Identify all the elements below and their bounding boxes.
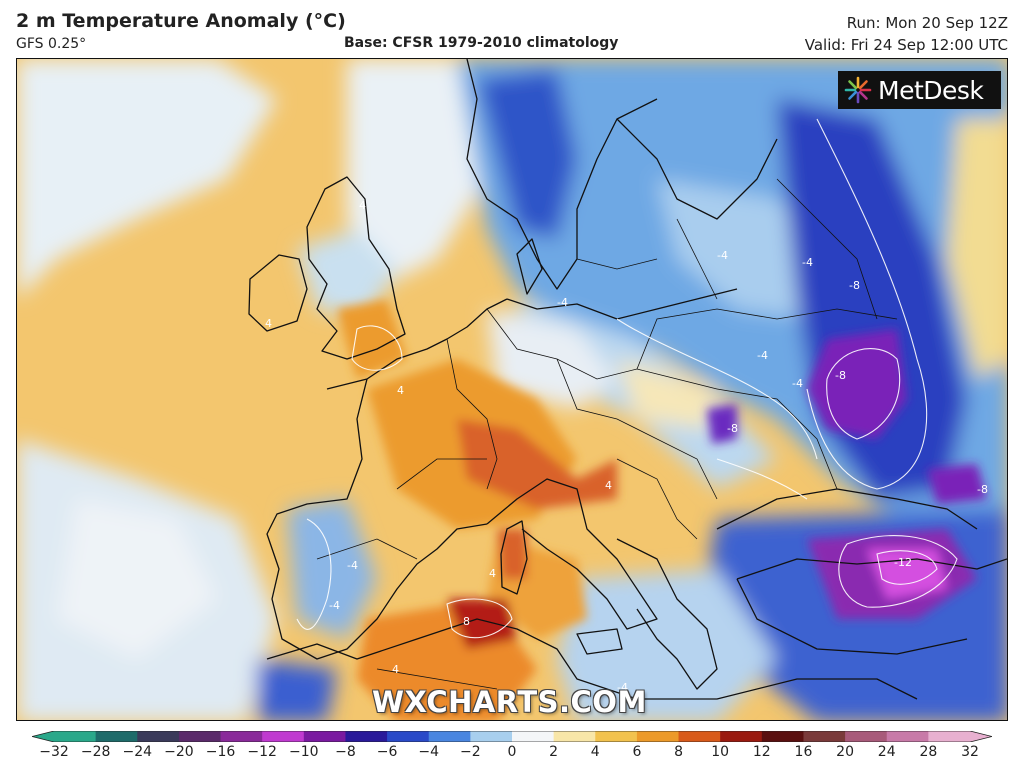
colorbar-tick-label: 12 (752, 744, 771, 760)
colorbar-tick-label: 2 (549, 744, 559, 760)
colorbar-tick-label: 4 (590, 744, 600, 760)
colorbar-tick-label: −24 (122, 744, 153, 760)
starburst-logo-icon (844, 76, 872, 104)
colorbar-tick-label: −4 (418, 744, 440, 760)
pale-atlantic-area (17, 59, 277, 299)
colorbar-tick-label: 20 (836, 744, 854, 760)
colorbar-segment (54, 731, 97, 742)
contour-labels: 4 4 4 -4 -4 -4 -4 -4 -4 -8 -8 -8 -8 -12 … (265, 199, 988, 694)
cold-core-ukraine (807, 329, 907, 439)
contour-label: 4 (265, 317, 272, 330)
colorbar-segment (678, 731, 721, 742)
colorbar-tick-label: −28 (80, 744, 111, 760)
colorbar-segment (720, 731, 763, 742)
contour-label: 4 (605, 479, 612, 492)
colorbar (32, 731, 992, 742)
colorbar-segment (220, 731, 263, 742)
colorbar-ticks: −32 −28 −24 −20 −16 −12 −10 −8 −6 −4 −2 0 2 4 6 8 10 12 16… (0, 744, 1024, 774)
contour-label: 4 (489, 567, 496, 580)
contour-label: 4 (392, 663, 399, 676)
colorbar-tick-label: −16 (205, 744, 236, 760)
temperature-anomaly-map[interactable]: 4 4 4 -4 -4 -4 -4 -4 -4 -8 -8 -8 -8 -12 … (16, 58, 1008, 721)
colorbar-segment (928, 731, 971, 742)
model-label: GFS 0.25° (16, 36, 87, 52)
colorbar-tick-label: 28 (919, 744, 938, 760)
contour-label: -8 (849, 279, 860, 292)
colorbar-segment (512, 731, 555, 742)
colorbar-tick-label: 32 (961, 744, 979, 760)
coastlines (248, 59, 1007, 700)
colorbar-segment (886, 731, 929, 742)
colorbar-tick-label: −6 (376, 744, 398, 760)
valid-time-label: Valid: Fri 24 Sep 12:00 UTC (804, 36, 1008, 54)
colorbar-arrow-left (32, 731, 54, 742)
colorbar-tick-label: −2 (460, 744, 481, 760)
colorbar-tick-label: −10 (289, 744, 319, 760)
colorbar-tick-label: 16 (794, 744, 813, 760)
contour-label: 8 (463, 615, 470, 628)
colorbar-tick-label: −8 (335, 744, 356, 760)
colorbar-segment (428, 731, 471, 742)
colorbar-segment (387, 731, 430, 742)
run-time-label: Run: Mon 20 Sep 12Z (846, 14, 1008, 32)
contour-label: -4 (792, 377, 803, 390)
contour-label: -4 (802, 256, 813, 269)
colorbar-tick-label: −32 (39, 744, 69, 760)
contour-label: -4 (757, 349, 768, 362)
contour-label: -4 (347, 559, 358, 572)
colorbar-segment (303, 731, 346, 742)
colorbar-segment (803, 731, 846, 742)
contour-label: -4 (557, 296, 568, 309)
colorbar-segment (95, 731, 138, 742)
colorbar-segment (137, 731, 180, 742)
colorbar-segment (845, 731, 888, 742)
colorbar-segment (345, 731, 388, 742)
metdesk-logo: MetDesk (838, 71, 1001, 109)
colorbar-segment (470, 731, 513, 742)
colorbar-tick-label: −12 (247, 744, 277, 760)
colorbar-tick-label: 0 (507, 744, 517, 760)
chart-title: 2 m Temperature Anomaly (°C) (16, 10, 346, 32)
base-climatology-label: Base: CFSR 1979-2010 climatology (344, 35, 619, 51)
anomaly-contours (296, 118, 958, 639)
colorbar-segment (553, 731, 596, 742)
contour-label: -4 (617, 681, 628, 694)
colorbar-arrow-right (970, 731, 992, 742)
country-borders (316, 178, 898, 690)
contour-label: 4 (359, 199, 366, 212)
colorbar-segment (178, 731, 222, 742)
colorbar-segment (636, 731, 680, 742)
colorbar-segment (262, 731, 305, 742)
colorbar-tick-label: 10 (711, 744, 730, 760)
colorbar-tick-label: −20 (164, 744, 194, 760)
contour-label: -8 (977, 483, 988, 496)
contour-label: -12 (894, 556, 912, 569)
colorbar-tick-label: 6 (632, 744, 642, 760)
contour-label: -4 (717, 249, 728, 262)
contour-label: -8 (727, 422, 738, 435)
colorbar-segment (595, 731, 638, 742)
colorbar-segment (761, 731, 804, 742)
contour-label: 4 (397, 384, 404, 397)
map-canvas: 4 4 4 -4 -4 -4 -4 -4 -4 -8 -8 -8 -8 -12 … (17, 59, 1007, 720)
contour-label: -8 (835, 369, 846, 382)
colorbar-tick-label: 24 (877, 744, 896, 760)
colorbar-tick-label: 8 (674, 744, 683, 760)
logo-text: MetDesk (878, 75, 984, 105)
watermark: WXCHARTS.COM (372, 685, 647, 719)
contour-label: -4 (329, 599, 340, 612)
